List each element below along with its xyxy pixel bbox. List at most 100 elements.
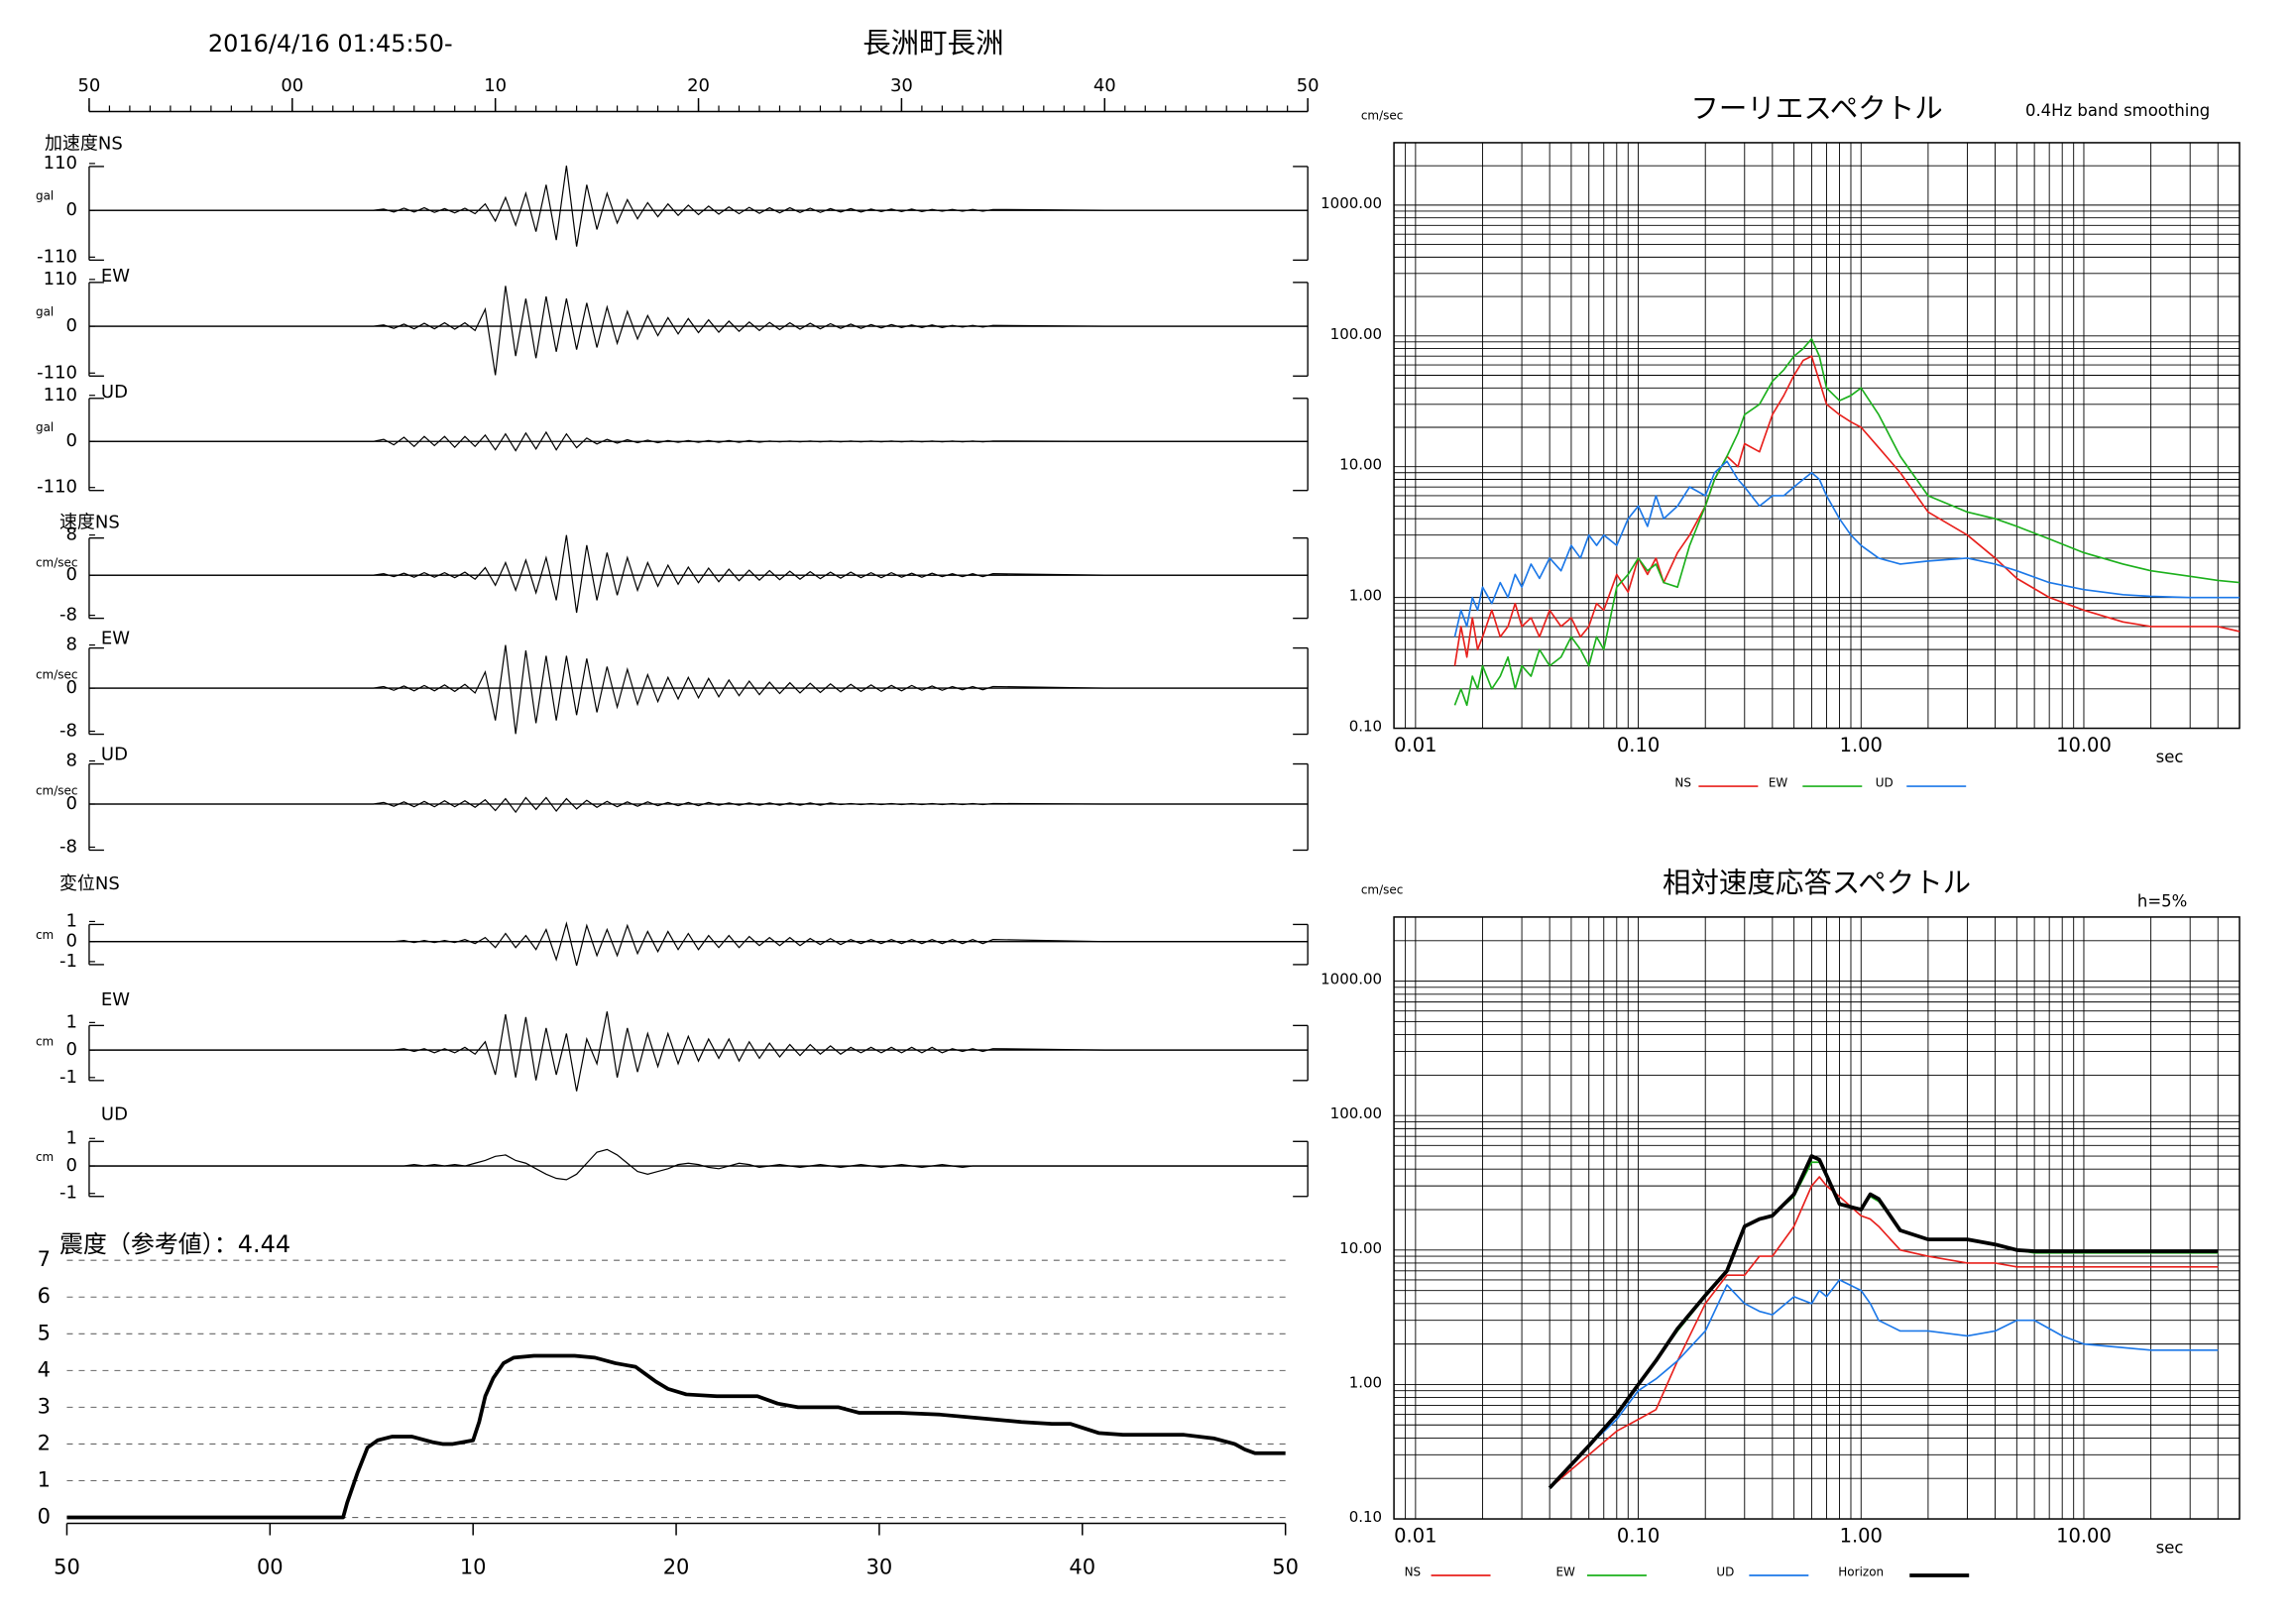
y-tick-label: 1 <box>66 1127 77 1148</box>
x-tick-label: 10.00 <box>2056 734 2112 756</box>
y-tick-label: 1.00 <box>1349 587 1382 605</box>
x-tick-label: 20 <box>663 1556 690 1579</box>
x-tick-label: 20 <box>687 75 710 96</box>
panel-unit: cm/sec <box>36 668 78 682</box>
y-tick-label: -1 <box>59 1067 77 1088</box>
y-tick-label: 3 <box>38 1394 51 1418</box>
y-tick-label: -110 <box>37 477 77 498</box>
y-tick-label: 100.00 <box>1330 1104 1382 1122</box>
y-tick-label: 2 <box>38 1431 51 1454</box>
y-tick-label: 8 <box>66 751 77 771</box>
x-axis-label: sec <box>2156 1539 2184 1558</box>
x-axis-label: sec <box>2156 748 2184 766</box>
x-tick-label: 50 <box>54 1556 80 1579</box>
y-tick-label: 6 <box>38 1284 51 1308</box>
chart-annotation: h=5% <box>2137 891 2187 910</box>
y-tick-label: -110 <box>37 362 77 383</box>
datetime: 2016/4/16 01:45:50- <box>208 30 453 58</box>
y-tick-label: 4 <box>38 1357 51 1381</box>
y-tick-label: 110 <box>44 385 77 406</box>
y-tick-label: 0 <box>66 430 77 451</box>
y-tick-label: -8 <box>59 721 77 742</box>
panel-label: EW <box>101 629 130 649</box>
x-tick-label: 50 <box>1272 1556 1299 1579</box>
chart-annotation: 0.4Hz band smoothing <box>2025 101 2210 120</box>
panel-label: 変位NS <box>59 873 120 894</box>
y-tick-label: -110 <box>37 246 77 267</box>
y-axis-label: cm/sec <box>1361 882 1404 896</box>
y-tick-label: 1 <box>66 1011 77 1032</box>
y-tick-label: 7 <box>38 1247 51 1271</box>
panel-unit: gal <box>36 304 54 318</box>
y-tick-label: 0 <box>66 564 77 585</box>
x-tick-label: 50 <box>1297 75 1320 96</box>
x-tick-label: 40 <box>1069 1556 1095 1579</box>
y-tick-label: 1 <box>38 1467 51 1491</box>
y-tick-label: 8 <box>66 635 77 655</box>
panel-label: EW <box>101 989 130 1010</box>
waveform <box>88 165 1309 247</box>
panel-label: UD <box>101 1103 128 1124</box>
spectrum-line <box>1549 1176 2219 1489</box>
y-tick-label: 0 <box>66 677 77 698</box>
y-tick-label: 100.00 <box>1330 325 1382 343</box>
panel-unit: cm <box>36 1034 54 1048</box>
y-tick-label: -1 <box>59 1183 77 1204</box>
intensity-title: 震度（参考値）：4.44 <box>59 1230 290 1258</box>
station: 長洲町長洲 <box>862 27 1003 59</box>
x-tick-label: 1.00 <box>1840 734 1883 756</box>
panel-label: UD <box>101 745 128 765</box>
x-tick-label: 10 <box>484 75 507 96</box>
spectrum-line <box>1548 1154 2219 1490</box>
y-tick-label: 5 <box>38 1321 51 1344</box>
y-tick-label: 0 <box>66 199 77 220</box>
x-tick-label: 00 <box>281 75 303 96</box>
y-tick-label: 10.00 <box>1339 456 1382 474</box>
legend-label: NS <box>1674 776 1691 790</box>
x-tick-label: 30 <box>866 1556 893 1579</box>
y-tick-label: 110 <box>44 269 77 290</box>
legend-label: Horizon <box>1838 1565 1884 1579</box>
legend-label: EW <box>1769 776 1788 790</box>
panel-unit: cm <box>36 1150 54 1164</box>
panel-unit: gal <box>36 188 54 202</box>
x-tick-label: 0.10 <box>1617 734 1660 756</box>
y-tick-label: 10.00 <box>1339 1239 1382 1257</box>
x-tick-label: 30 <box>890 75 913 96</box>
y-axis-label: cm/sec <box>1361 108 1404 122</box>
chart-title: 相対速度応答スペクトル <box>1663 867 1971 899</box>
x-tick-label: 40 <box>1093 75 1116 96</box>
y-tick-label: 0.10 <box>1349 1508 1382 1526</box>
x-tick-label: 0.01 <box>1394 1525 1436 1548</box>
y-tick-label: 0 <box>66 1039 77 1060</box>
legend-label: NS <box>1405 1565 1422 1579</box>
waveform <box>88 430 1309 452</box>
x-tick-label: 1.00 <box>1840 1525 1883 1548</box>
waveform <box>88 644 1309 735</box>
x-tick-label: 0.01 <box>1394 734 1436 756</box>
legend-label: UD <box>1716 1565 1734 1579</box>
y-tick-label: 0 <box>66 1155 77 1176</box>
panel-label: 加速度NS <box>45 133 123 154</box>
x-tick-label: 00 <box>257 1556 284 1579</box>
y-tick-label: 0 <box>66 931 77 952</box>
plot-frame <box>1393 916 2240 1520</box>
panel-label: UD <box>101 382 128 403</box>
panel-unit: cm <box>36 928 54 942</box>
y-tick-label: 1000.00 <box>1320 971 1382 988</box>
panel-label: 速度NS <box>59 513 120 533</box>
waveform <box>88 534 1309 614</box>
waveform <box>88 921 1309 967</box>
y-tick-label: 0 <box>38 1505 51 1529</box>
plot-frame <box>1393 142 2240 730</box>
x-tick-label: 50 <box>78 75 101 96</box>
y-tick-label: 1000.00 <box>1320 194 1382 212</box>
panel-unit: gal <box>36 420 54 434</box>
x-tick-label: 10 <box>460 1556 487 1579</box>
y-tick-label: -8 <box>59 605 77 626</box>
waveform <box>88 1148 1309 1181</box>
y-tick-label: 1.00 <box>1349 1373 1382 1391</box>
y-tick-label: -1 <box>59 951 77 972</box>
y-tick-label: 0.10 <box>1349 718 1382 736</box>
